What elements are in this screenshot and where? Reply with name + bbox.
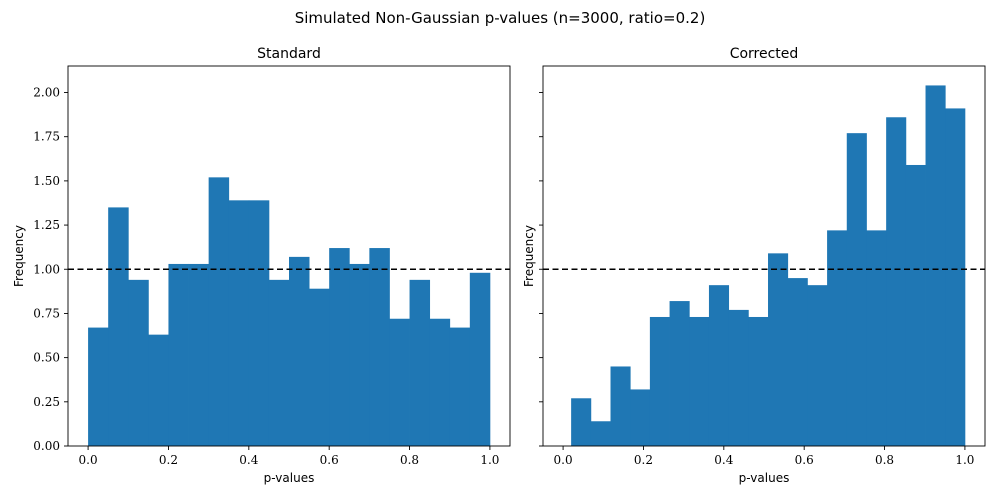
y-tick-label: 1.25 (33, 218, 60, 232)
histogram-bar (571, 398, 592, 446)
histogram-bar (289, 256, 310, 446)
histogram-bar (807, 285, 828, 446)
histogram-bar (168, 263, 189, 446)
histogram-bar (748, 316, 769, 446)
x-tick-label: 0.0 (79, 453, 98, 467)
histogram-bar (309, 288, 330, 446)
histogram-bar (669, 301, 690, 446)
x-tick-label: 0.2 (159, 453, 178, 467)
histogram-bar (369, 248, 390, 446)
x-axis-label: p-values (739, 471, 790, 485)
histogram-bar (945, 108, 966, 447)
histogram-bar (349, 263, 370, 446)
x-tick-label: 0.4 (714, 453, 733, 467)
histogram-bar (630, 389, 651, 446)
histogram-bar (248, 200, 270, 446)
x-tick-label: 0.8 (875, 453, 894, 467)
x-tick-label: 1.0 (480, 453, 499, 467)
histogram-bar (188, 263, 210, 446)
figure-title: Simulated Non-Gaussian p-values (n=3000,… (295, 9, 706, 27)
histogram-bar (787, 278, 808, 446)
panel-1: 0.0 0.2 0.4 0.6 0.8 1.0 0.00 0.25 0.50 0.75 1.00 1.… (12, 46, 511, 485)
y-tick-label: 0.50 (33, 351, 60, 365)
histogram-bar (449, 327, 471, 446)
histogram-bar (469, 272, 491, 446)
y-tick-label: 2.00 (33, 86, 60, 100)
y-tick-label: 0.75 (33, 306, 60, 320)
y-axis-label: Frequency (522, 225, 536, 287)
histogram-bar (708, 285, 730, 446)
histogram-bar (827, 230, 848, 446)
histogram-bar (208, 177, 230, 446)
y-tick-label: 1.75 (33, 130, 60, 144)
axes-title: Standard (257, 46, 321, 62)
axes-frame (67, 65, 511, 447)
panel-2: 0.0 0.2 0.4 0.6 0.8 1.0 Corrected p-values Frequ… (522, 46, 986, 485)
histogram-bar (128, 279, 149, 446)
axes-frame (542, 65, 986, 447)
histogram-bar (228, 200, 250, 446)
histogram-bar (649, 316, 670, 446)
y-tick-label: 1.50 (33, 174, 60, 188)
histogram-bar (905, 164, 926, 447)
histogram-bar (429, 318, 451, 446)
x-tick-label: 0.4 (239, 453, 258, 467)
x-axis-label: p-values (264, 471, 315, 485)
y-axis-label: Frequency (12, 225, 26, 287)
histogram-bar (148, 334, 169, 446)
x-tick-label: 0.6 (320, 453, 339, 467)
x-tick-label: 0.8 (400, 453, 419, 467)
histogram-bar (689, 316, 710, 446)
histogram-bar (409, 279, 431, 446)
histogram-bar (329, 248, 350, 446)
histogram-bar (88, 327, 109, 446)
y-tick-label: 0.25 (33, 395, 60, 409)
histogram-bar (108, 207, 129, 446)
histogram-bar (610, 366, 631, 446)
x-tick-label: 0.2 (634, 453, 653, 467)
x-tick-label: 0.0 (554, 453, 573, 467)
x-tick-label: 0.6 (795, 453, 814, 467)
histogram-bar (925, 85, 946, 446)
axes-title: Corrected (730, 46, 799, 62)
histogram-bar (389, 318, 410, 446)
histogram-bar (886, 117, 907, 446)
histogram-bar (590, 421, 611, 446)
y-tick-label: 1.00 (33, 262, 60, 276)
histogram-bar (846, 133, 867, 446)
histogram-bar (866, 230, 887, 446)
x-tick-label: 1.0 (955, 453, 974, 467)
y-tick-label: 0.00 (33, 439, 60, 453)
histogram-bar (268, 279, 290, 446)
histogram-bar (768, 253, 789, 446)
histogram-bar (728, 309, 749, 446)
